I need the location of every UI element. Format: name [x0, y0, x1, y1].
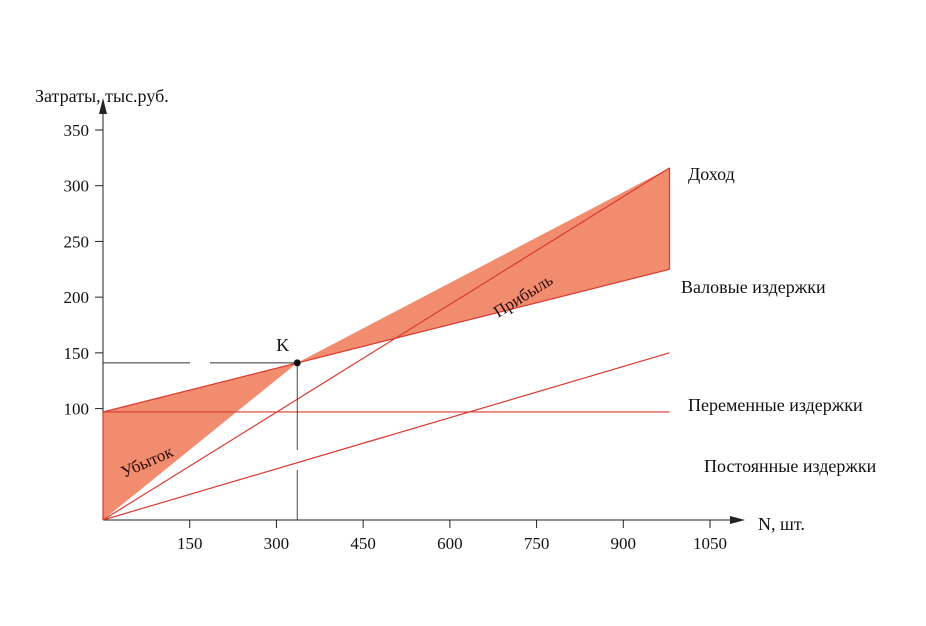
- y-tick-label: 100: [64, 400, 90, 419]
- break-even-label: K: [276, 335, 289, 355]
- x-tick-label: 300: [264, 534, 290, 553]
- profit-region: [297, 167, 670, 363]
- y-tick-label: 250: [64, 232, 90, 251]
- y-tick-label: 350: [64, 121, 90, 140]
- gross-costs-line: [102, 268, 670, 413]
- x-tick-label: 1050: [693, 534, 727, 553]
- y-axis-title: Затраты, тыс.руб.: [35, 86, 169, 106]
- x-tick-label: 900: [611, 534, 637, 553]
- break-even-point: [293, 359, 301, 367]
- y-tick-label: 200: [64, 288, 90, 307]
- loss-region: [103, 362, 298, 520]
- y-tick-label: 150: [64, 344, 90, 363]
- x-tick-label: 750: [524, 534, 550, 553]
- fixed-costs-label: Постоянные издержки: [704, 456, 877, 476]
- x-axis-arrow: [730, 516, 745, 524]
- x-tick-label: 450: [350, 534, 376, 553]
- variable-costs-line: [102, 352, 670, 521]
- income-line: [102, 167, 670, 521]
- x-axis-title: N, шт.: [758, 514, 805, 534]
- variable-costs-label: Переменные издержки: [688, 395, 863, 415]
- x-tick-label: 600: [437, 534, 463, 553]
- gross-costs-label: Валовые издержки: [681, 277, 826, 297]
- y-axis-arrow: [99, 98, 107, 114]
- y-tick-label: 300: [64, 177, 90, 196]
- x-tick-label: 150: [177, 534, 203, 553]
- income-label: Доход: [688, 164, 735, 184]
